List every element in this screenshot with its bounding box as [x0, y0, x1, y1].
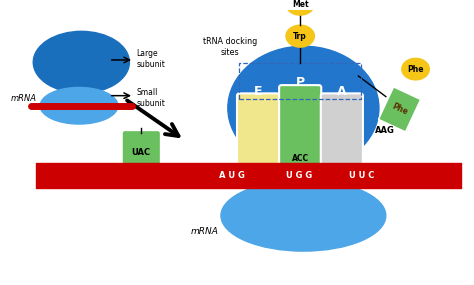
Text: Phe: Phe [390, 102, 409, 117]
Text: U U C: U U C [349, 171, 374, 180]
Text: mRNA: mRNA [10, 94, 36, 103]
FancyBboxPatch shape [279, 85, 321, 167]
Ellipse shape [402, 58, 429, 80]
Text: mRNA: mRNA [191, 227, 219, 236]
Bar [239, 63, 361, 99]
Text: tRNA docking
sites: tRNA docking sites [203, 37, 257, 57]
Text: P: P [296, 76, 305, 89]
Text: E: E [254, 85, 262, 97]
Text: AAG: AAG [374, 127, 394, 135]
Ellipse shape [40, 87, 118, 124]
Text: Large
subunit: Large subunit [136, 49, 165, 69]
Text: ACC: ACC [292, 154, 309, 163]
Text: Phe: Phe [407, 65, 424, 74]
Text: A U G: A U G [219, 171, 246, 180]
Text: 3': 3' [450, 170, 459, 180]
Ellipse shape [221, 180, 386, 251]
Text: U G G: U G G [286, 171, 312, 180]
Text: Small
subunit: Small subunit [136, 88, 165, 109]
Ellipse shape [286, 25, 314, 47]
Ellipse shape [228, 46, 379, 170]
Text: Trp: Trp [293, 32, 307, 41]
Text: A: A [337, 85, 346, 97]
FancyBboxPatch shape [122, 131, 161, 175]
Ellipse shape [286, 0, 314, 15]
FancyBboxPatch shape [237, 93, 279, 167]
FancyBboxPatch shape [321, 93, 363, 167]
Ellipse shape [33, 31, 129, 93]
Text: UAC: UAC [132, 148, 151, 157]
Text: Met: Met [292, 0, 309, 9]
Polygon shape [379, 87, 420, 132]
Text: 5': 5' [39, 170, 48, 180]
